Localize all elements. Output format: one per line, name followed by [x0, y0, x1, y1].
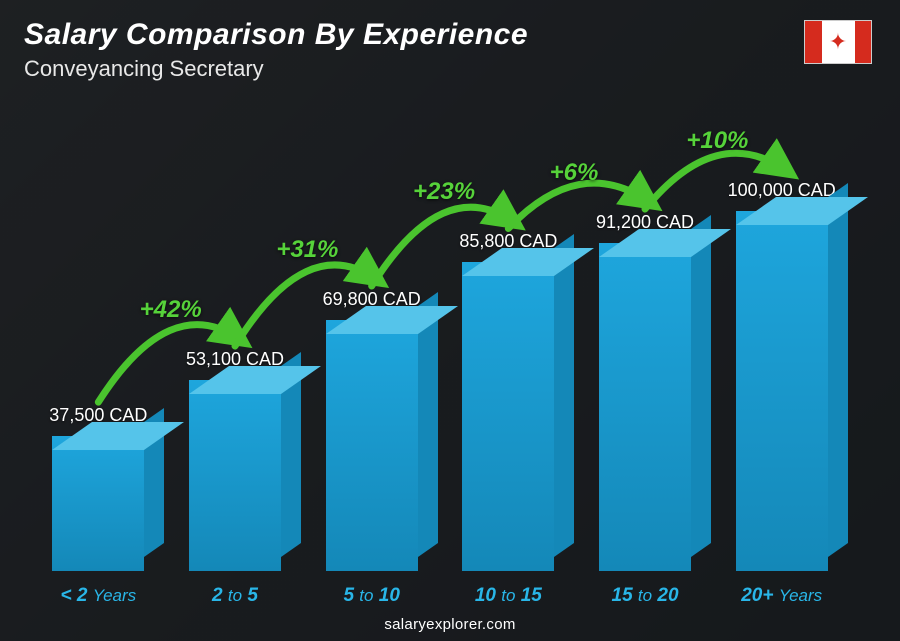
- pct-increase-label: +42%: [140, 296, 202, 324]
- bar-3d: [736, 211, 828, 571]
- bar-3d: [189, 380, 281, 571]
- bar-front: [599, 243, 691, 571]
- bar-front: [326, 320, 418, 571]
- x-label: 20+ Years: [713, 585, 850, 607]
- bar-3d: [52, 436, 144, 571]
- flag-center: ✦: [822, 21, 855, 63]
- pct-increase-label: +23%: [413, 178, 475, 206]
- flag-left-band: [805, 21, 822, 63]
- bar-chart: 37,500 CAD53,100 CAD69,800 CAD85,800 CAD…: [30, 110, 850, 571]
- bar-3d: [462, 262, 554, 571]
- footer-attribution: salaryexplorer.com: [0, 616, 900, 633]
- bar-front: [736, 211, 828, 571]
- bar-3d: [326, 320, 418, 571]
- bar-1: 53,100 CAD: [167, 110, 304, 571]
- maple-leaf-icon: ✦: [829, 31, 847, 53]
- bar-3d: [599, 243, 691, 571]
- bar-front: [52, 436, 144, 571]
- bar-top: [189, 366, 321, 394]
- bar-front: [462, 262, 554, 571]
- canada-flag-icon: ✦: [804, 20, 872, 64]
- bar-0: 37,500 CAD: [30, 110, 167, 571]
- chart-subtitle: Conveyancing Secretary: [24, 56, 528, 82]
- bar-top: [462, 248, 594, 276]
- bar-5: 100,000 CAD: [713, 110, 850, 571]
- infographic-stage: Salary Comparison By Experience Conveyan…: [0, 0, 900, 641]
- bar-side: [554, 234, 574, 557]
- chart-title: Salary Comparison By Experience: [24, 18, 528, 52]
- pct-increase-label: +10%: [686, 127, 748, 155]
- x-label: 15 to 20: [577, 585, 714, 607]
- x-label: < 2 Years: [30, 585, 167, 607]
- bar-side: [828, 183, 848, 557]
- bar-side: [691, 215, 711, 557]
- x-axis-labels: < 2 Years2 to 55 to 1010 to 1515 to 2020…: [30, 585, 850, 607]
- title-block: Salary Comparison By Experience Conveyan…: [24, 18, 528, 82]
- x-label: 10 to 15: [440, 585, 577, 607]
- pct-increase-label: +31%: [276, 236, 338, 264]
- flag-right-band: [855, 21, 872, 63]
- x-label: 5 to 10: [303, 585, 440, 607]
- pct-increase-label: +6%: [550, 159, 599, 187]
- bar-top: [599, 229, 731, 257]
- x-label: 2 to 5: [167, 585, 304, 607]
- bar-front: [189, 380, 281, 571]
- bar-top: [52, 422, 184, 450]
